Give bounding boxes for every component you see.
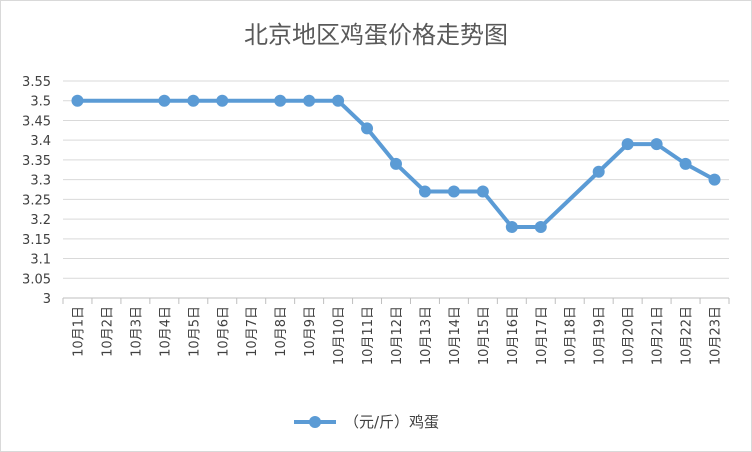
data-point[interactable]: [216, 94, 229, 107]
x-tick-label: 10月23日: [709, 306, 724, 365]
series-line-segment: [538, 169, 601, 229]
data-point[interactable]: [505, 220, 518, 233]
x-tick-label: 10月14日: [448, 306, 463, 365]
series-line-segment: [365, 126, 398, 166]
data-point[interactable]: [332, 94, 345, 107]
legend-marker: [309, 416, 321, 428]
x-tick-label: 10月8日: [274, 306, 289, 357]
data-point[interactable]: [390, 157, 402, 170]
x-tick-label: 10月17日: [535, 306, 550, 365]
data-point[interactable]: [476, 185, 489, 198]
y-tick-label: 3.25: [22, 193, 51, 208]
x-tick-labels: 10月1日 10月2日 10月3日 10月4日 10月5日 10月6日 10月7日 10月8日…: [71, 306, 723, 365]
y-tick-label: 3.05: [22, 272, 51, 287]
data-point[interactable]: [621, 138, 634, 151]
legend[interactable]: （元/斤）鸡蛋: [294, 413, 439, 431]
data-point[interactable]: [361, 122, 374, 135]
y-tick-labels: 3.55 3.5 3.45 3.4 3.35 3.3 3.25 3.2 3.15 3.1 3.05 3: [22, 75, 51, 307]
series-line-segment: [596, 142, 630, 174]
x-tick-label: 10月9日: [303, 306, 318, 357]
x-tick-label: 10月15日: [477, 306, 492, 365]
x-tick-label: 10月20日: [622, 306, 637, 365]
axes: [62, 297, 730, 304]
x-tick-label: 10月18日: [564, 306, 579, 365]
x-tick-label: 10月13日: [419, 306, 434, 365]
series-line-segment: [394, 161, 427, 194]
x-tick-label: 10月12日: [390, 306, 405, 365]
series-line-segment: [336, 98, 370, 131]
gridlines: [63, 80, 729, 279]
x-tick-label: 10月4日: [158, 306, 173, 357]
y-tick-label: 3.5: [30, 95, 51, 110]
x-tick-label: 10月10日: [332, 306, 347, 365]
data-point[interactable]: [274, 94, 287, 107]
x-tick-label: 10月1日: [71, 306, 86, 357]
x-tick-label: 10月5日: [187, 306, 202, 357]
x-tick-label: 10月21日: [651, 306, 666, 365]
series-line-segment: [480, 189, 514, 229]
x-tick-label: 10月3日: [129, 306, 144, 357]
x-tick-label: 10月2日: [100, 306, 115, 357]
y-tick-label: 3: [43, 292, 51, 307]
chart-title: 北京地区鸡蛋价格走势图: [244, 21, 508, 49]
y-tick-label: 3.1: [30, 253, 51, 268]
y-tick-label: 3.3: [30, 174, 51, 189]
data-point[interactable]: [534, 220, 547, 233]
data-point[interactable]: [708, 173, 721, 186]
data-point[interactable]: [418, 185, 431, 198]
series-layer: [71, 94, 721, 233]
x-tick-label: 10月22日: [680, 306, 695, 365]
data-point[interactable]: [592, 165, 605, 178]
y-tick-label: 3.4: [30, 134, 51, 149]
data-point[interactable]: [158, 94, 171, 107]
legend-label: （元/斤）鸡蛋: [344, 413, 439, 431]
data-point[interactable]: [187, 94, 200, 107]
data-point[interactable]: [71, 94, 84, 107]
data-point[interactable]: [650, 138, 663, 151]
y-tick-label: 3.55: [22, 75, 51, 90]
y-tick-label: 3.45: [22, 114, 51, 129]
x-tick-label: 10月11日: [361, 306, 376, 365]
y-tick-label: 3.15: [22, 233, 51, 248]
data-point[interactable]: [447, 185, 460, 198]
x-tick-label: 10月7日: [245, 306, 260, 357]
x-tick-label: 10月19日: [593, 306, 608, 365]
x-tick-label: 10月6日: [216, 306, 231, 357]
data-point[interactable]: [303, 94, 316, 107]
y-tick-label: 3.2: [30, 213, 51, 228]
x-tick-label: 10月16日: [506, 306, 521, 365]
y-tick-label: 3.35: [22, 154, 51, 169]
data-point[interactable]: [679, 157, 692, 170]
